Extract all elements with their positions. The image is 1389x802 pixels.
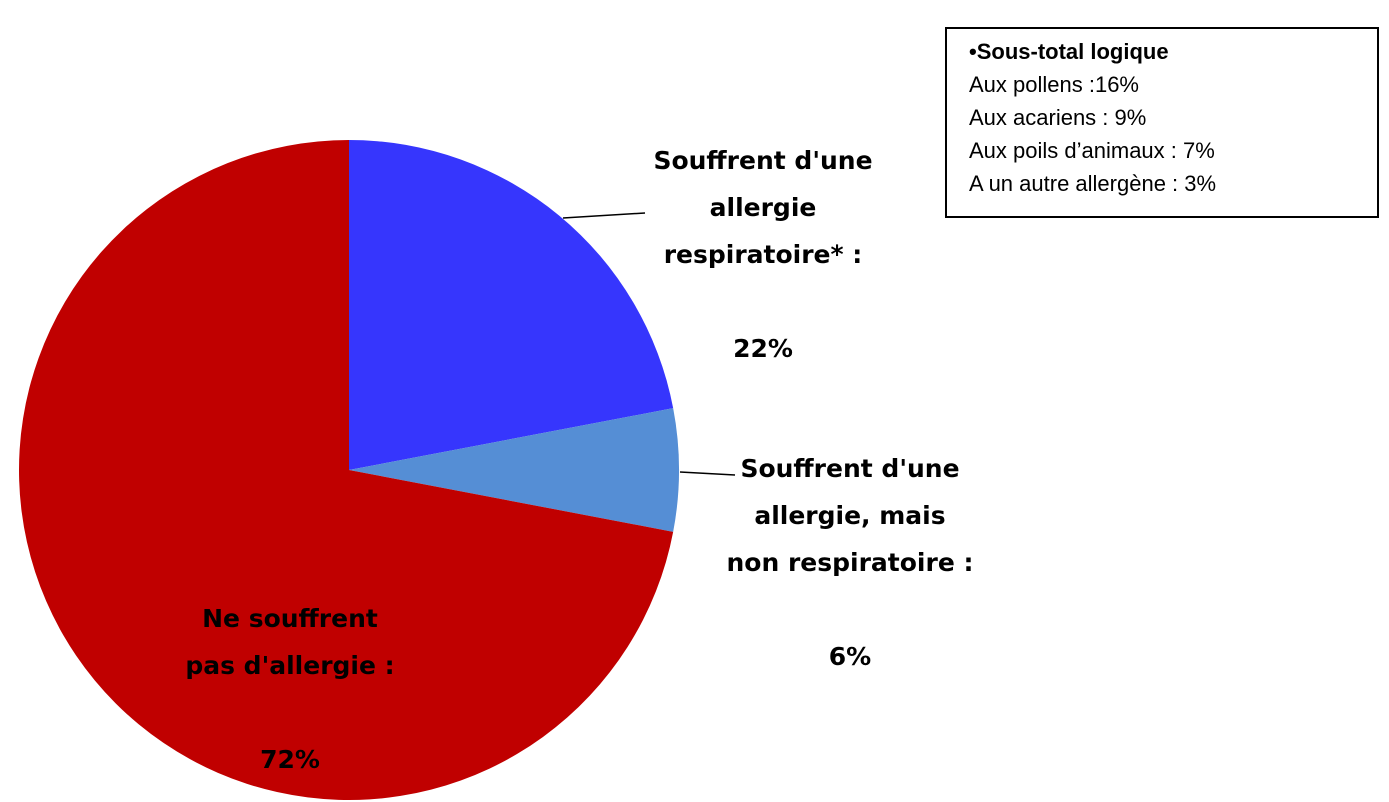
category-label: Souffrent d'une allergie respiratoire* :: [653, 146, 873, 269]
note-title: •Sous-total logique: [969, 39, 1169, 64]
note-box: •Sous-total logique Aux pollens :16% Aux …: [945, 27, 1379, 218]
note-line: Aux acariens : 9%: [969, 105, 1147, 130]
pie-slice: [18, 140, 674, 800]
pie-slice: [349, 408, 679, 532]
leader-line: [562, 212, 646, 219]
leader-line: [679, 471, 736, 476]
category-label: Souffrent d'une allergie, mais non respi…: [726, 454, 974, 577]
category-label: Ne souffrent pas d'allergie :: [185, 604, 395, 680]
data-label: Ne souffrent pas d'allergie : 72%: [140, 548, 440, 802]
note-line: Aux poils d’animaux : 7%: [969, 138, 1215, 163]
note-line: Aux pollens :16%: [969, 72, 1139, 97]
data-label: Souffrent d'une allergie respiratoire* :…: [633, 90, 893, 419]
value-label: 6%: [828, 642, 872, 671]
value-label: 22%: [733, 334, 793, 363]
value-label: 72%: [260, 745, 320, 774]
pie-slice: [349, 140, 674, 470]
note-line: A un autre allergène : 3%: [969, 171, 1217, 196]
data-label: Souffrent d'une allergie, mais non respi…: [700, 398, 1000, 727]
